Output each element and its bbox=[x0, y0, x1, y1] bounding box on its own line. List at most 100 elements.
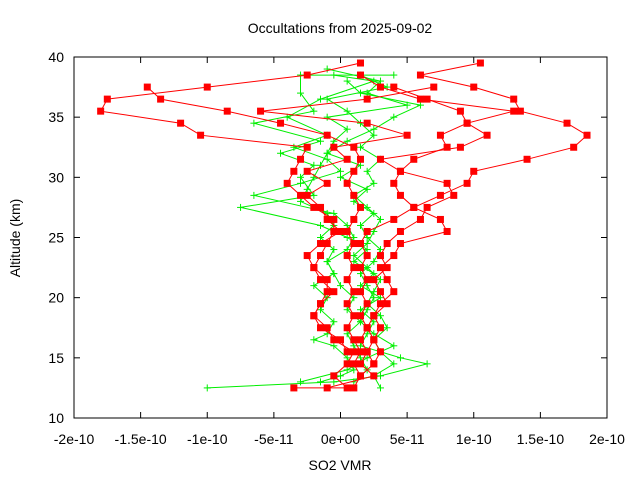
data-point bbox=[570, 143, 578, 151]
data-point bbox=[323, 179, 331, 187]
series-2 bbox=[250, 71, 378, 386]
data-point bbox=[350, 294, 358, 302]
data-point bbox=[310, 264, 318, 272]
data-point bbox=[370, 179, 378, 187]
data-point bbox=[297, 191, 305, 199]
data-point bbox=[363, 354, 371, 362]
data-point bbox=[396, 191, 404, 199]
data-point bbox=[343, 384, 351, 392]
data-point bbox=[416, 215, 424, 223]
data-point bbox=[317, 221, 325, 229]
data-point bbox=[356, 348, 364, 356]
data-point bbox=[463, 119, 471, 127]
data-point bbox=[343, 354, 351, 362]
data-point bbox=[356, 155, 364, 163]
data-point bbox=[390, 71, 398, 79]
data-point bbox=[303, 252, 311, 260]
data-point bbox=[383, 276, 391, 284]
data-point bbox=[250, 119, 258, 127]
data-point bbox=[323, 288, 331, 296]
data-point bbox=[323, 324, 331, 332]
data-point bbox=[337, 173, 344, 181]
data-point bbox=[370, 131, 378, 139]
data-point bbox=[510, 95, 518, 103]
data-point bbox=[297, 378, 305, 386]
data-point bbox=[396, 240, 404, 248]
y-tick-label: 25 bbox=[48, 230, 64, 246]
x-tick-label: -2e-10 bbox=[54, 431, 95, 447]
data-point bbox=[383, 264, 391, 272]
data-point bbox=[317, 252, 325, 260]
data-point bbox=[390, 342, 398, 350]
data-point bbox=[450, 191, 458, 199]
data-point bbox=[350, 252, 358, 260]
data-point bbox=[470, 167, 478, 175]
data-point bbox=[343, 330, 351, 338]
data-point bbox=[416, 95, 424, 103]
data-point bbox=[350, 234, 358, 241]
x-tick-label: 2e-10 bbox=[589, 431, 625, 447]
data-point bbox=[363, 246, 371, 254]
y-tick-label: 30 bbox=[48, 169, 64, 185]
data-point bbox=[403, 101, 411, 109]
data-point bbox=[330, 137, 338, 145]
data-point bbox=[376, 324, 384, 332]
data-point bbox=[356, 360, 364, 368]
data-point bbox=[363, 330, 371, 338]
data-point bbox=[356, 270, 364, 278]
data-point bbox=[297, 197, 305, 205]
data-point bbox=[317, 240, 325, 248]
data-point bbox=[376, 312, 384, 320]
data-point bbox=[317, 300, 325, 308]
series-line bbox=[327, 62, 588, 389]
data-point bbox=[297, 89, 305, 97]
data-point bbox=[396, 167, 404, 175]
data-point bbox=[376, 252, 384, 260]
data-point bbox=[283, 179, 291, 187]
data-point bbox=[363, 324, 371, 332]
data-point bbox=[523, 155, 531, 163]
data-point bbox=[250, 191, 258, 199]
y-tick-label: 40 bbox=[48, 49, 64, 65]
series-5 bbox=[143, 83, 364, 392]
data-point bbox=[323, 276, 331, 284]
data-point bbox=[177, 119, 185, 127]
data-point bbox=[330, 246, 338, 254]
data-point bbox=[370, 330, 378, 338]
data-point bbox=[330, 227, 338, 235]
data-point bbox=[343, 221, 351, 229]
data-point bbox=[356, 336, 364, 344]
data-point bbox=[356, 203, 364, 211]
data-point bbox=[343, 77, 351, 85]
data-point bbox=[297, 179, 305, 187]
data-point bbox=[290, 167, 298, 175]
data-point bbox=[343, 179, 351, 187]
data-point bbox=[363, 282, 371, 290]
data-point bbox=[317, 203, 325, 211]
data-point bbox=[323, 155, 331, 163]
data-point bbox=[297, 173, 305, 181]
data-point bbox=[337, 167, 344, 175]
data-point bbox=[423, 203, 431, 211]
data-point bbox=[350, 336, 358, 344]
data-point bbox=[376, 348, 384, 356]
data-point bbox=[337, 227, 344, 235]
data-point bbox=[370, 318, 378, 326]
data-point bbox=[436, 215, 444, 223]
data-point bbox=[317, 306, 325, 314]
data-point bbox=[363, 240, 371, 248]
data-point bbox=[323, 384, 331, 392]
data-point bbox=[363, 300, 371, 308]
data-point bbox=[350, 215, 358, 223]
data-point bbox=[330, 71, 338, 79]
data-point bbox=[376, 288, 384, 296]
data-point bbox=[370, 227, 378, 235]
data-point bbox=[363, 227, 371, 235]
data-point bbox=[510, 107, 518, 115]
data-point bbox=[370, 294, 378, 302]
data-point bbox=[323, 65, 331, 73]
data-point bbox=[310, 312, 318, 320]
data-point bbox=[317, 234, 325, 241]
data-point bbox=[370, 360, 378, 368]
